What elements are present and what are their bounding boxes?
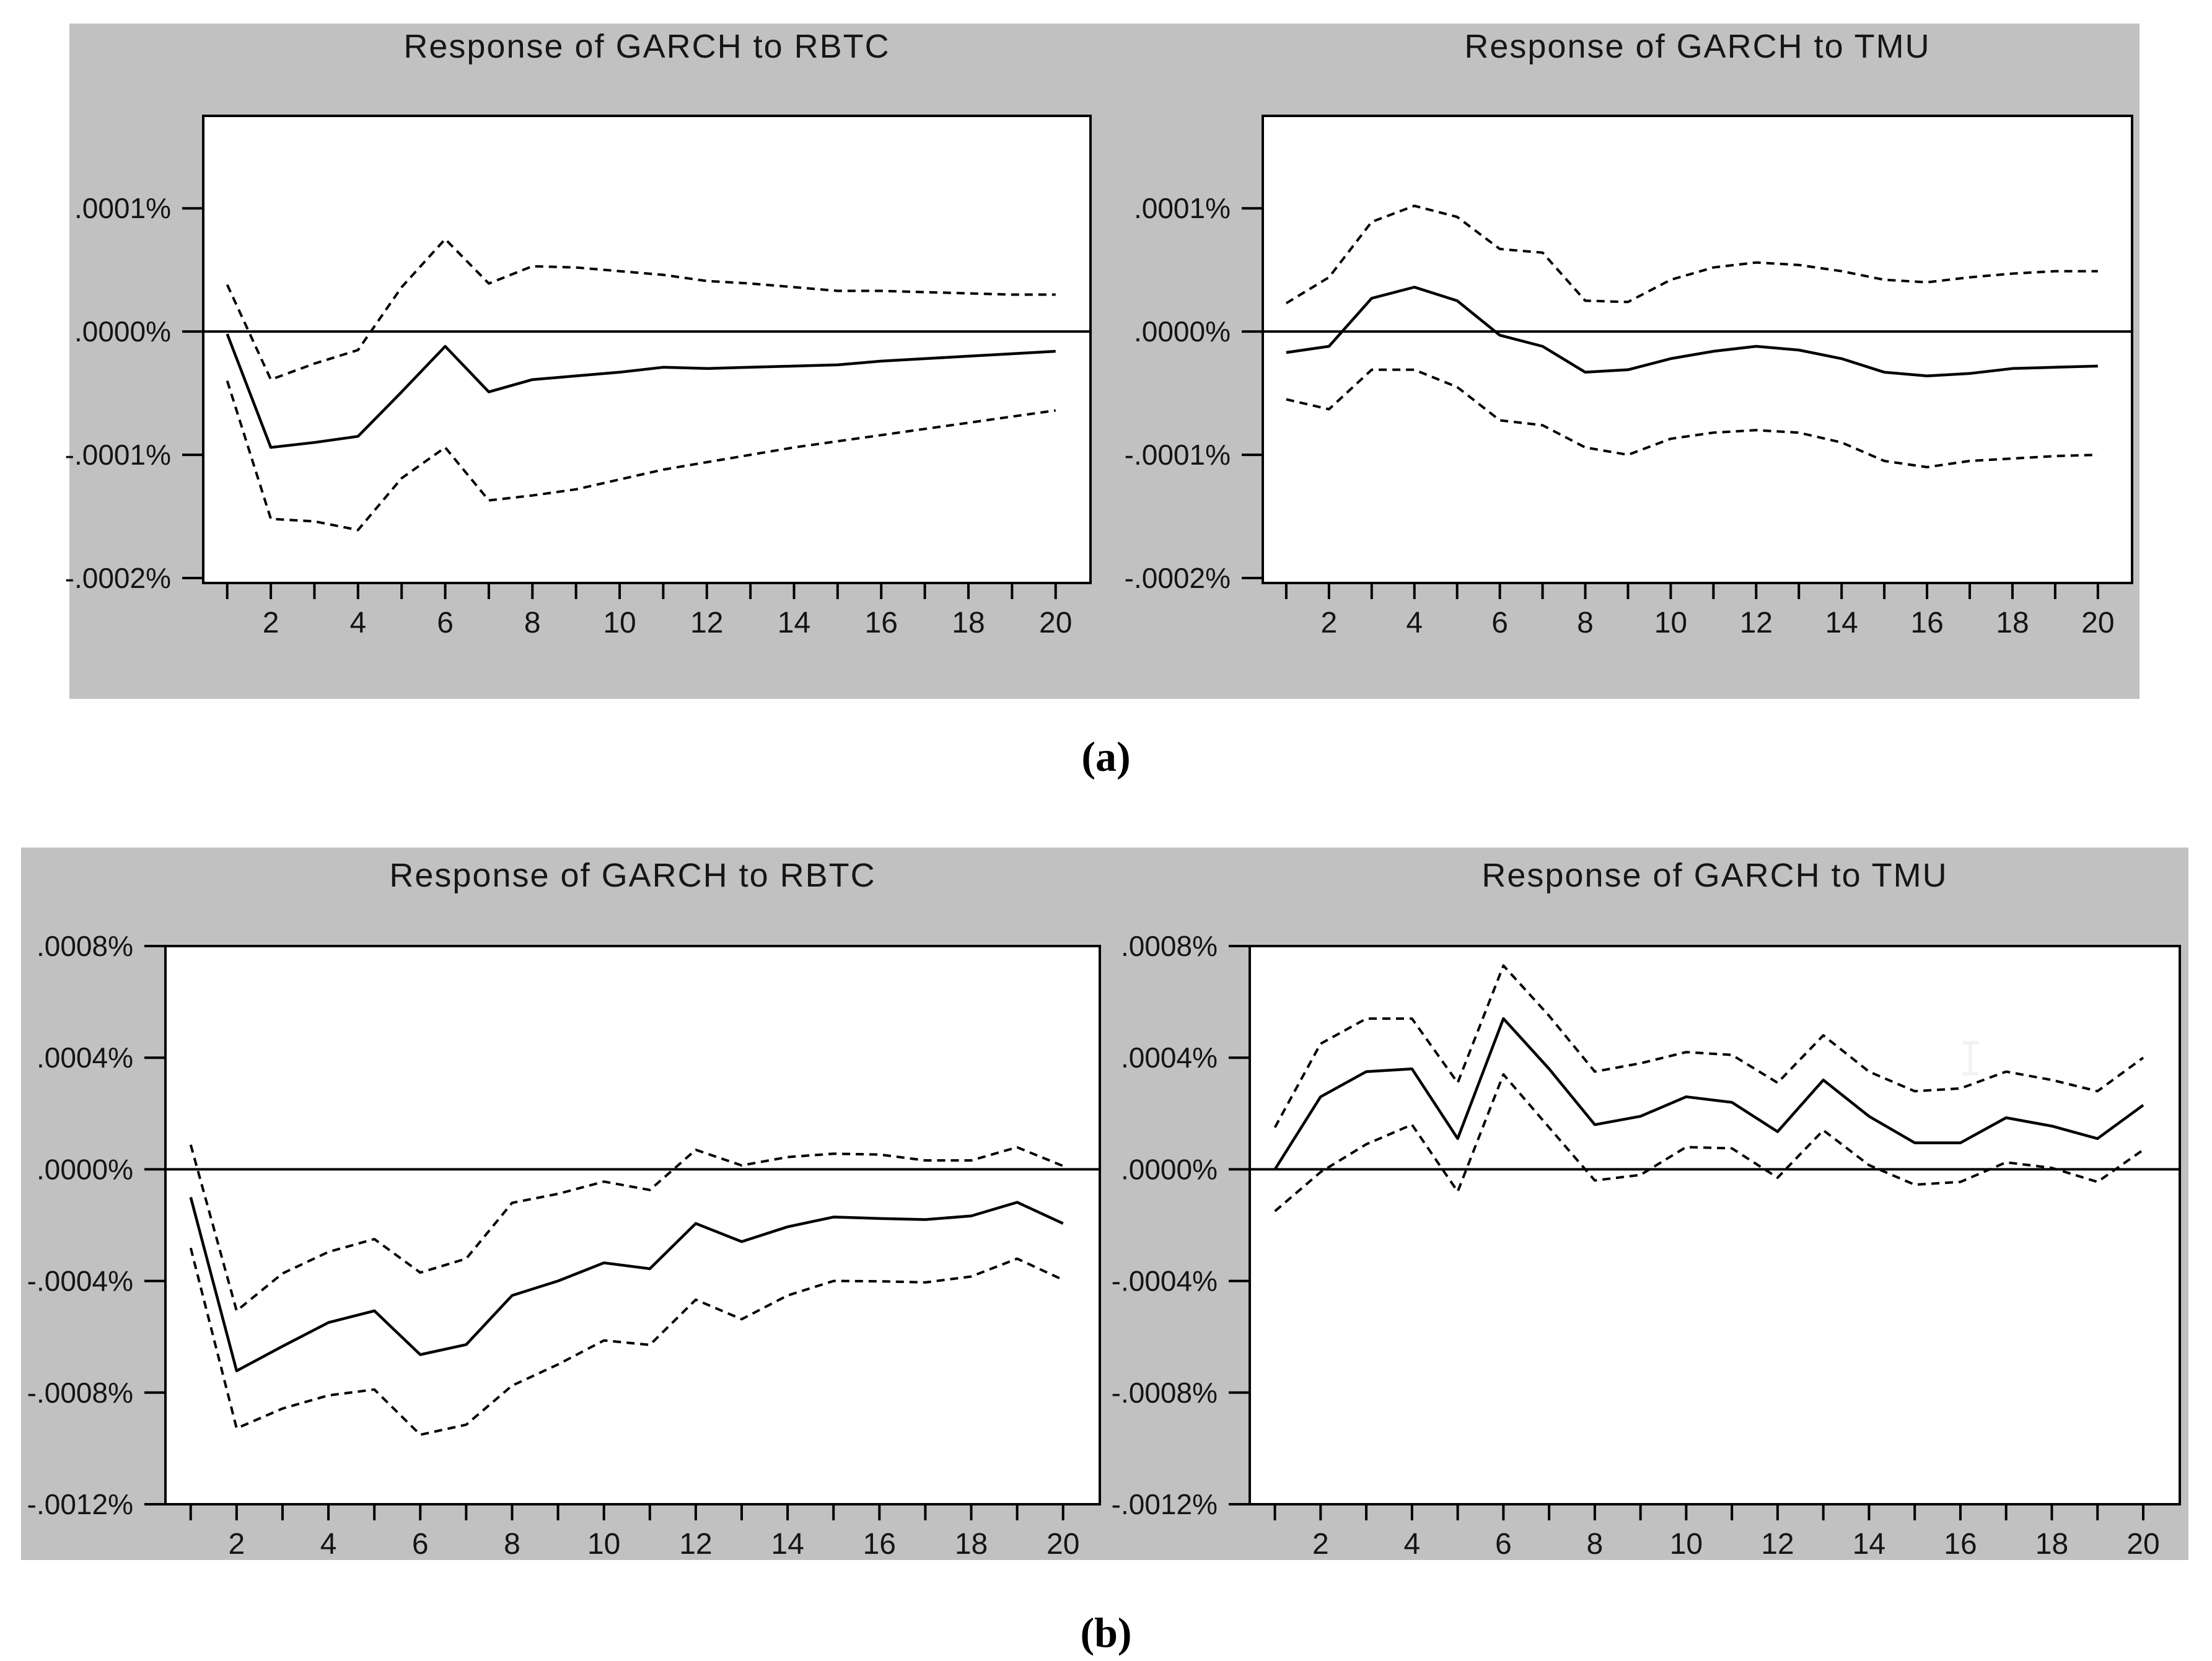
y-tick-label: -.0002% [65,562,171,594]
y-tick-label: .0000% [1134,315,1231,348]
x-tick-label: 10 [603,607,636,639]
series-response [1273,1017,2144,1170]
x-tick-label: 20 [1047,1528,1079,1561]
x-axis: 2 4 6 8 10 12 14 16 18 20 [1273,1504,2160,1561]
x-tick-label: 8 [504,1528,520,1561]
y-axis: .0008% .0004% .0000% -.0004% -.0008% -.0012% [1112,930,1250,1520]
chart-title: Response of GARCH to TMU [1464,28,1931,65]
x-tick-label: 12 [1761,1528,1794,1561]
y-tick-label: .0008% [1121,930,1218,962]
series-lower-confidence-band [189,1247,1064,1436]
text-cursor-artifact [1962,1041,1978,1076]
x-tick-label: 2 [263,607,279,639]
series-lower-confidence-band [1286,368,2098,468]
x-tick-label: 8 [1577,607,1594,639]
y-tick-label: .0000% [1121,1153,1218,1185]
chart-title: Response of GARCH to RBTC [403,28,890,65]
cursor-stem-icon [1968,1041,1972,1076]
x-tick-label: 14 [771,1528,804,1561]
x-tick-label: 12 [1740,607,1773,639]
x-tick-label: 12 [679,1528,712,1561]
x-tick-label: 20 [1039,607,1072,639]
x-tick-label: 2 [229,1528,245,1561]
y-axis: .0008% .0004% .0000% -.0004% -.0008% -.0012% [27,930,165,1520]
y-tick-label: -.0001% [1125,439,1231,471]
x-tick-label: 16 [865,607,898,639]
x-tick-label: 10 [1670,1528,1703,1561]
series-upper-confidence-band [1273,964,2144,1128]
series-lower-confidence-band [226,380,1056,532]
series-upper-confidence-band [189,1144,1064,1312]
y-tick-label: -.0008% [27,1377,133,1409]
y-tick-label: .0008% [37,930,133,962]
y-tick-label: .0004% [1121,1041,1218,1074]
y-tick-label: -.0004% [27,1265,133,1297]
y-tick-label: .0001% [74,192,171,224]
series-response [226,333,1056,449]
x-tick-label: 18 [952,607,985,639]
chart-0: .0001% .0000% -.0001% -.0002% 2 4 6 8 10 12 14 16 18… [65,115,1092,639]
x-tick-label: 10 [587,1528,620,1561]
x-axis: 2 4 6 8 10 12 14 16 18 20 [226,583,1072,639]
x-tick-label: 14 [1853,1528,1885,1561]
x-tick-label: 18 [1996,607,2029,639]
series-response [1286,286,2098,378]
y-tick-label: .0004% [37,1041,133,1074]
y-tick-label: .0000% [74,315,171,348]
chart-3: .0008% .0004% .0000% -.0004% -.0008% -.0012% 2… [1112,930,2181,1561]
figure-caption-b: (b) [1080,1609,1132,1656]
x-tick-label: 10 [1654,607,1687,639]
plot-box [1262,115,2133,584]
chart-title: Response of GARCH to RBTC [389,857,876,894]
x-tick-label: 16 [1944,1528,1977,1561]
y-tick-label: .0001% [1134,192,1231,224]
x-tick-label: 14 [1825,607,1858,639]
chart-title: Response of GARCH to TMU [1481,857,1948,894]
y-tick-label: -.0012% [27,1488,133,1520]
plot-box [164,945,1101,1505]
chart-2: .0008% .0004% .0000% -.0004% -.0008% -.0012% 2… [27,930,1101,1561]
series-lower-confidence-band [1274,1073,2144,1212]
figure-caption-a: (a) [1081,733,1131,780]
x-tick-label: 8 [524,607,541,639]
y-tick-label: -.0001% [65,439,171,471]
y-tick-label: -.0004% [1112,1265,1218,1297]
x-tick-label: 6 [1495,1528,1512,1561]
x-tick-label: 20 [2126,1528,2159,1561]
cursor-cap-bottom-icon [1962,1072,1978,1076]
x-tick-label: 4 [349,607,366,639]
y-tick-label: -.0008% [1112,1377,1218,1409]
x-tick-label: 20 [2081,607,2114,639]
x-tick-label: 4 [1406,607,1423,639]
y-axis: .0001% .0000% -.0001% -.0002% [1125,192,1263,594]
x-tick-label: 2 [1312,1528,1329,1561]
y-axis: .0001% .0000% -.0001% -.0002% [65,192,203,594]
plot-box [202,115,1092,584]
x-tick-label: 8 [1587,1528,1604,1561]
y-tick-label: .0000% [37,1153,133,1185]
x-tick-label: 18 [2035,1528,2068,1561]
series-response [189,1196,1064,1372]
series-upper-confidence-band [1285,204,2098,305]
plot-box [1249,945,2181,1505]
x-tick-label: 4 [320,1528,337,1561]
x-tick-label: 4 [1403,1528,1420,1561]
chart-1: .0001% .0000% -.0001% -.0002% 2 4 6 8 10 12 14 16 18… [1125,115,2133,639]
x-tick-label: 14 [778,607,810,639]
x-tick-label: 12 [690,607,723,639]
x-axis: 2 4 6 8 10 12 14 16 18 20 [189,1504,1079,1561]
x-tick-label: 6 [412,1528,429,1561]
series-upper-confidence-band [226,237,1056,381]
x-tick-label: 16 [1910,607,1943,639]
x-tick-label: 6 [437,607,454,639]
x-tick-label: 18 [955,1528,988,1561]
x-tick-label: 6 [1491,607,1508,639]
x-axis: 2 4 6 8 10 12 14 16 18 20 [1284,583,2115,639]
x-tick-label: 16 [863,1528,896,1561]
x-tick-label: 2 [1321,607,1338,639]
y-tick-label: -.0002% [1125,562,1231,594]
y-tick-label: -.0012% [1112,1488,1218,1520]
